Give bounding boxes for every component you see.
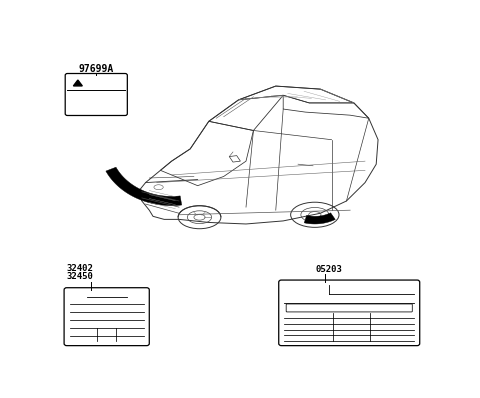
Text: 32450: 32450 <box>67 272 94 281</box>
Polygon shape <box>73 80 83 86</box>
Text: 97699A: 97699A <box>79 64 114 74</box>
Text: 05203: 05203 <box>315 265 342 273</box>
Polygon shape <box>304 213 335 224</box>
Text: 32402: 32402 <box>67 264 94 273</box>
Polygon shape <box>106 167 182 206</box>
